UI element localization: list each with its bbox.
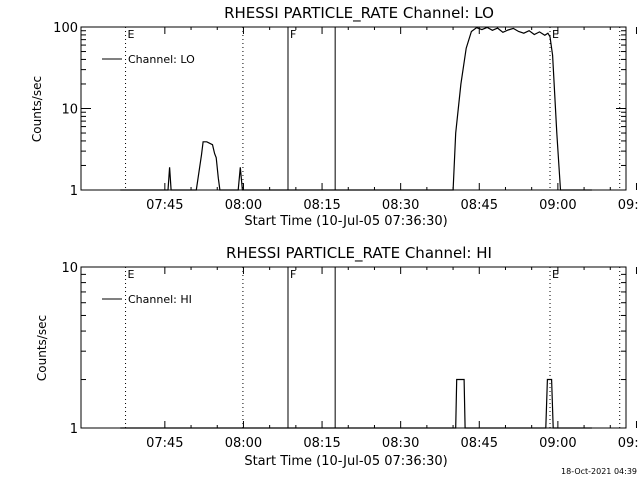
hi-x-tick-label: 09:00 <box>539 436 576 451</box>
hi-y-tick-label: 10 <box>61 261 78 276</box>
hi-marker-label: F <box>290 268 296 281</box>
lo-x-tick-label: 08:15 <box>303 198 340 213</box>
hi-legend-label: Channel: HI <box>128 293 192 306</box>
lo-x-axis-label: Start Time (10-Jul-05 07:36:30) <box>244 214 447 229</box>
lo-x-tick-label: 09:00 <box>539 198 576 213</box>
lo-x-tick-label: 07:45 <box>146 198 183 213</box>
hi-y-axis-label: Counts/sec <box>35 315 49 381</box>
footer-timestamp: 18-Oct-2021 04:39 <box>561 467 637 476</box>
hi-plot-frame <box>80 266 627 429</box>
lo-marker-label: F <box>290 28 296 41</box>
lo-plot-frame <box>80 26 627 191</box>
hi-x-tick-label: 09:15 <box>618 436 640 451</box>
lo-y-axis-label: Counts/sec <box>30 76 44 142</box>
lo-channel-chart: RHESSI PARTICLE_RATE Channel: LO Counts/… <box>30 4 640 229</box>
lo-chart-title: RHESSI PARTICLE_RATE Channel: LO <box>224 4 494 23</box>
hi-x-tick-label: 08:45 <box>461 436 498 451</box>
hi-series-line <box>120 378 592 429</box>
lo-marker-label: E <box>552 28 559 41</box>
lo-y-tick-label: 1 <box>70 184 78 199</box>
lo-y-tick-label: 100 <box>53 21 78 36</box>
hi-x-tick-label: 08:15 <box>303 436 340 451</box>
lo-series-line <box>120 26 592 191</box>
hi-x-tick-label: 08:30 <box>382 436 419 451</box>
hi-marker-label: E <box>552 268 559 281</box>
lo-legend-label: Channel: LO <box>128 53 195 66</box>
hi-x-axis-label: Start Time (10-Jul-05 07:36:30) <box>244 454 447 469</box>
lo-x-tick-label: 08:45 <box>461 198 498 213</box>
hi-marker-label: E <box>128 268 135 281</box>
lo-x-tick-label: 09:15 <box>618 198 640 213</box>
hi-y-tick-label: 1 <box>70 422 78 437</box>
hi-chart-title: RHESSI PARTICLE_RATE Channel: HI <box>226 244 492 263</box>
lo-marker-label: E <box>128 28 135 41</box>
lo-x-tick-label: 08:30 <box>382 198 419 213</box>
hi-channel-chart: RHESSI PARTICLE_RATE Channel: HI Counts/… <box>35 244 640 469</box>
lo-y-tick-label: 10 <box>61 103 78 118</box>
hi-x-tick-label: 08:00 <box>225 436 262 451</box>
hi-x-tick-label: 07:45 <box>146 436 183 451</box>
lo-x-tick-label: 08:00 <box>225 198 262 213</box>
